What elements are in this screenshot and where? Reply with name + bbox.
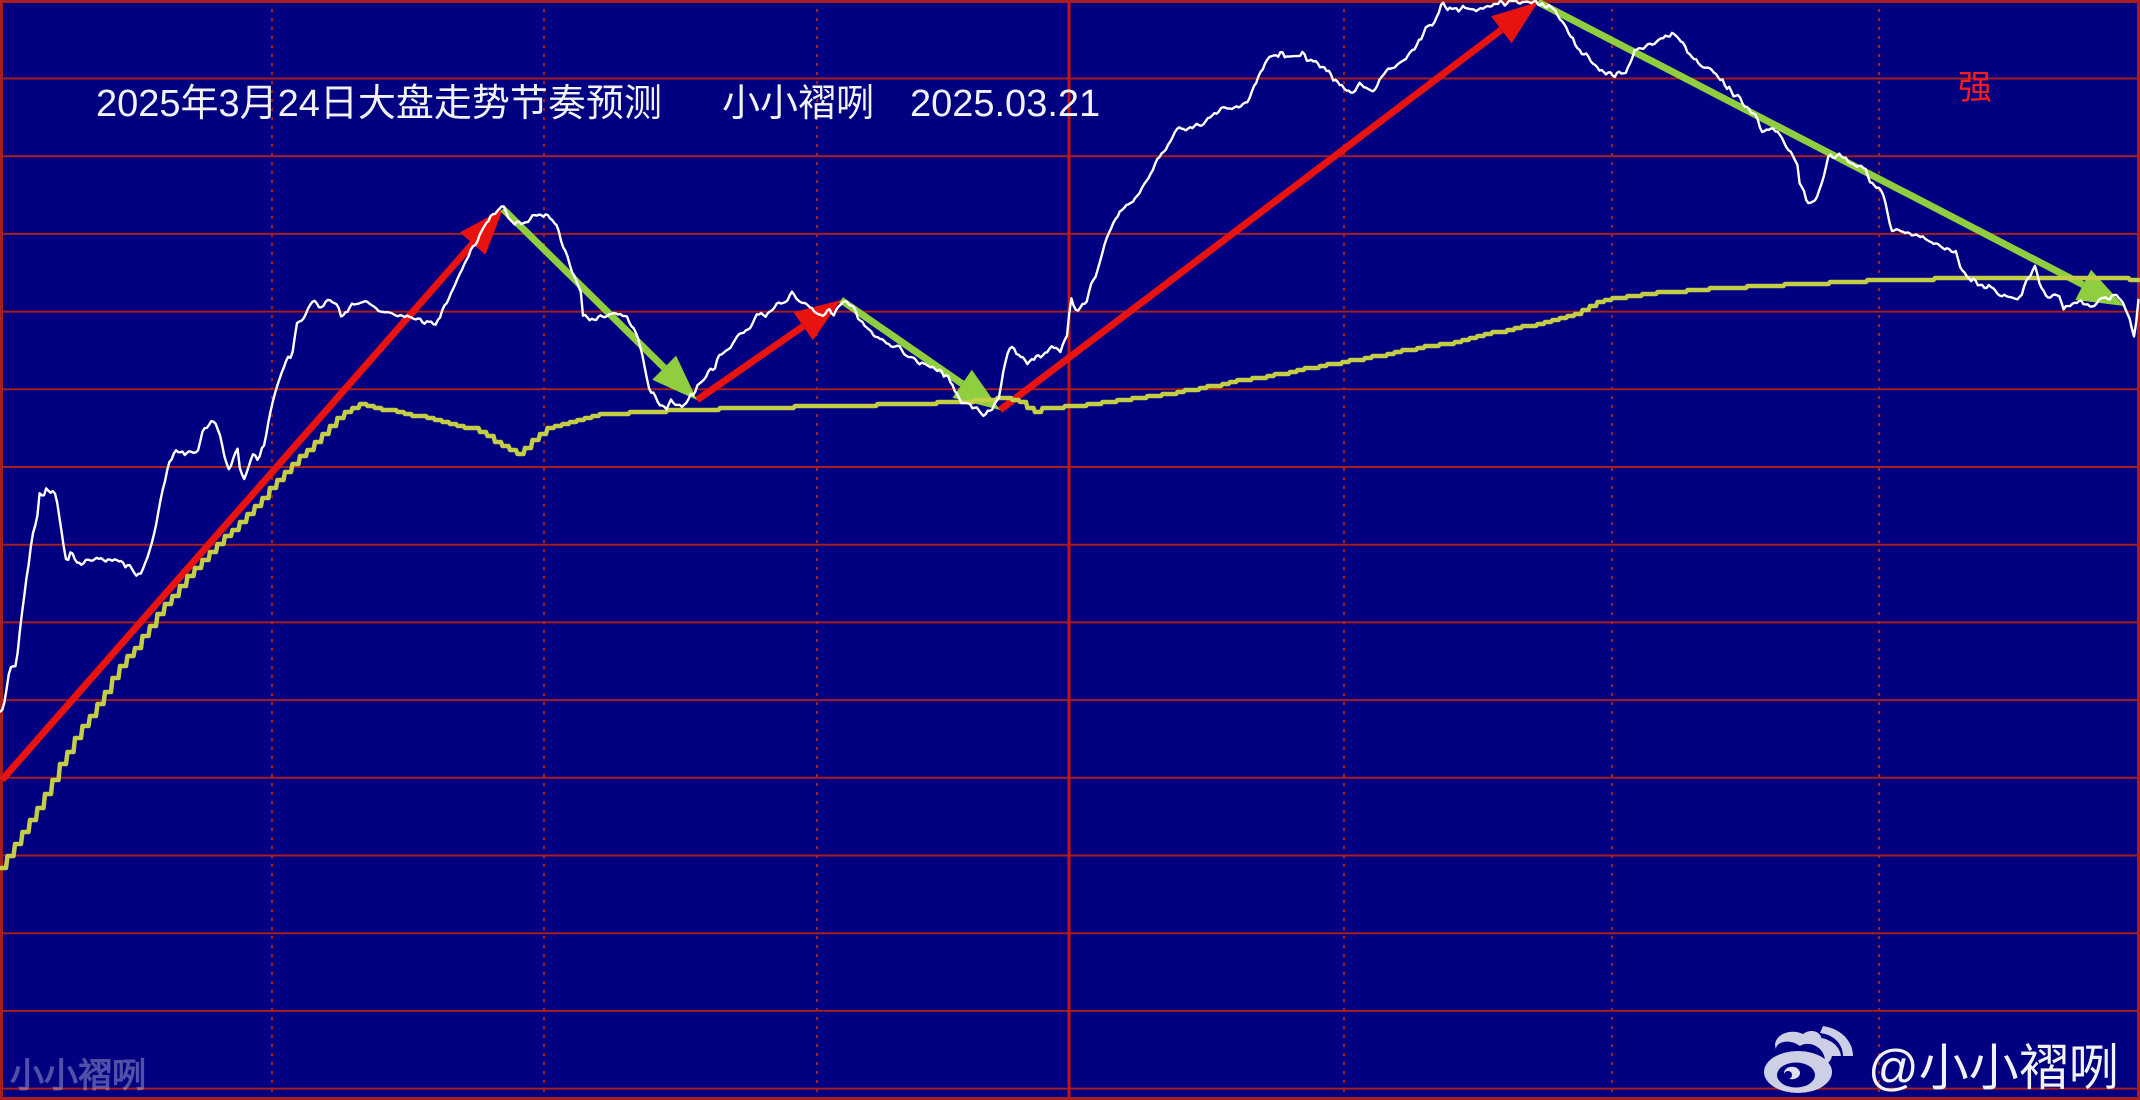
svg-text:@小小褶咧: @小小褶咧	[1868, 1040, 2119, 1096]
